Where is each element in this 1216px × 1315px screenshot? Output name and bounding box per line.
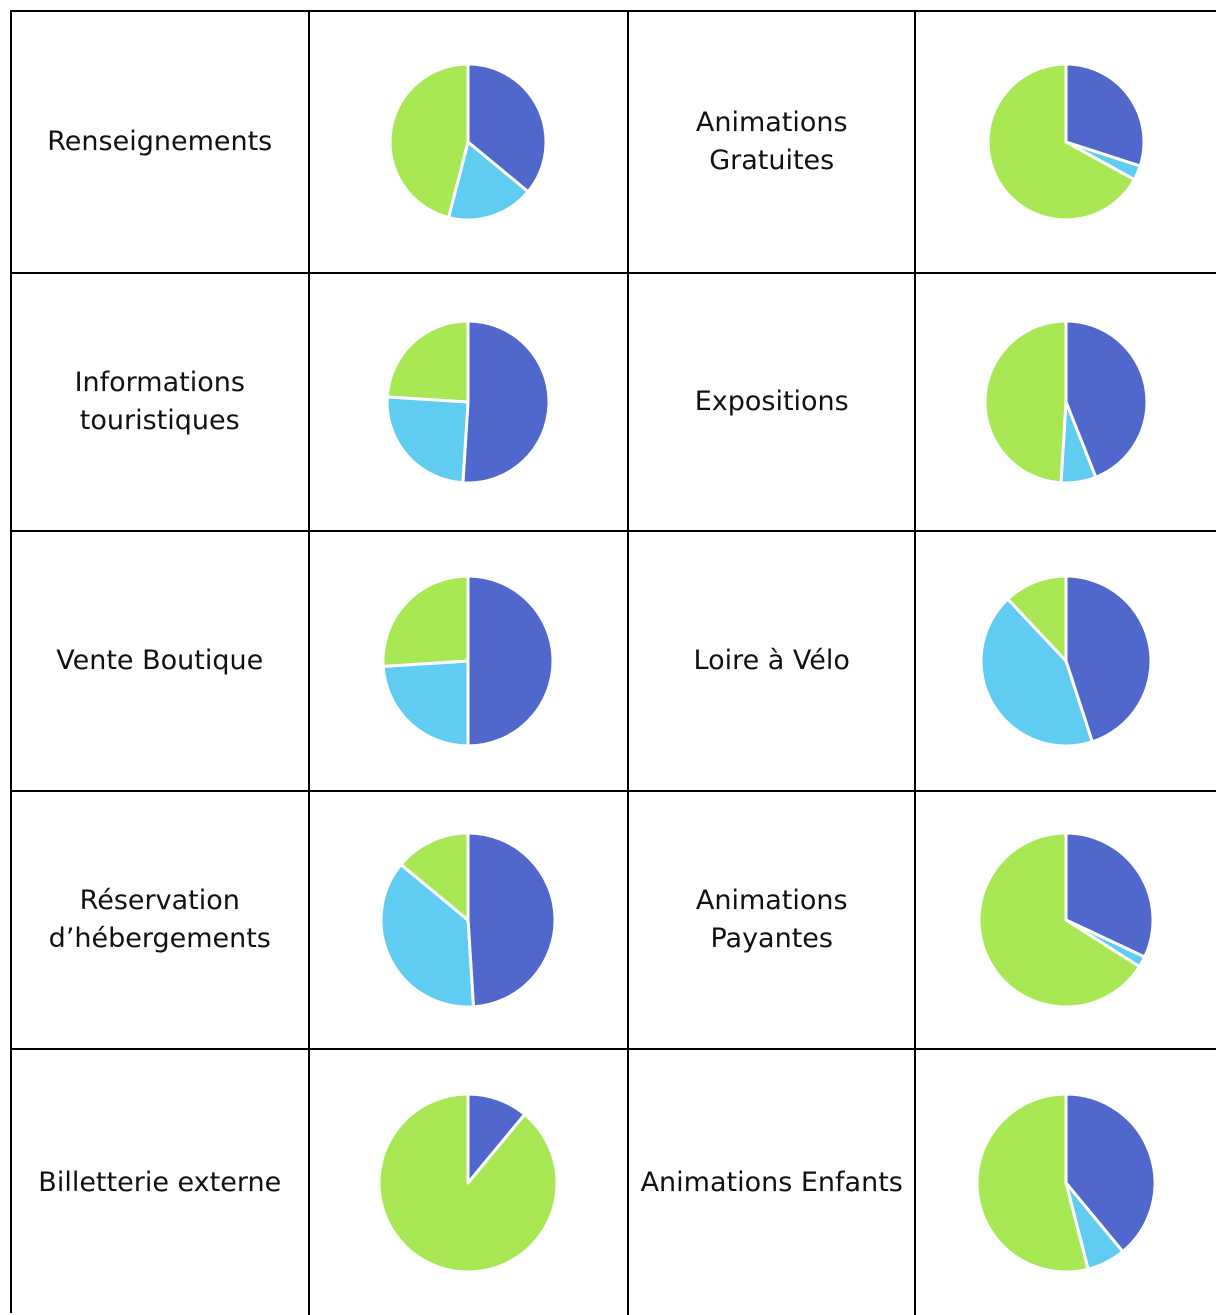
slice-blue bbox=[466, 62, 548, 194]
pie-label: Renseignements bbox=[47, 126, 273, 157]
slice-blue bbox=[1064, 319, 1149, 479]
slice-green bbox=[385, 319, 470, 404]
pie-chart bbox=[379, 831, 557, 1009]
label-cell: Renseignements bbox=[12, 12, 310, 272]
pie-label: Animations Gratuites bbox=[695, 107, 848, 176]
pie-cell bbox=[310, 532, 629, 790]
pie-label: Animations Payantes bbox=[695, 885, 848, 954]
pie-chart bbox=[983, 319, 1149, 485]
table-row: Vente Boutique Loire à Vélo bbox=[12, 532, 1216, 792]
pie-label: Animations Enfants bbox=[640, 1166, 903, 1198]
pie-cell bbox=[310, 792, 629, 1048]
pie-cell bbox=[916, 274, 1216, 530]
slice-blue bbox=[1064, 1092, 1157, 1253]
slice-green bbox=[1006, 574, 1068, 663]
pie-cell bbox=[916, 12, 1216, 272]
slice-green bbox=[381, 574, 470, 668]
pie-chart-table: Renseignements Animations Gratuites Info… bbox=[10, 10, 1216, 1315]
label-cell: Vente Boutique bbox=[12, 532, 310, 790]
pie-chart bbox=[977, 831, 1155, 1009]
table-row: Réservation d’hébergements Animations Pa… bbox=[12, 792, 1216, 1050]
pie-chart bbox=[388, 62, 548, 222]
label-cell: Animations Gratuites bbox=[629, 12, 917, 272]
pie-chart bbox=[979, 574, 1153, 748]
slice-blue bbox=[1064, 831, 1155, 959]
label-cell: Loire à Vélo bbox=[629, 532, 917, 790]
slice-green bbox=[986, 62, 1137, 222]
slice-blue bbox=[461, 319, 551, 485]
pie-cell bbox=[310, 274, 629, 530]
pie-label: Billetterie externe bbox=[38, 1166, 282, 1198]
slice-green bbox=[977, 831, 1142, 1009]
slice-green bbox=[377, 1092, 559, 1273]
label-cell: Animations Payantes bbox=[629, 792, 917, 1048]
slice-blue bbox=[1064, 574, 1153, 744]
pie-cell bbox=[916, 532, 1216, 790]
slice-green bbox=[983, 319, 1068, 485]
slice-green bbox=[399, 831, 470, 922]
pie-chart bbox=[381, 574, 555, 748]
slice-cyan bbox=[381, 659, 470, 748]
pie-cell bbox=[916, 792, 1216, 1048]
pie-chart bbox=[975, 1092, 1157, 1273]
pie-cell bbox=[310, 1050, 629, 1315]
pie-label: Vente Boutique bbox=[56, 645, 264, 676]
label-cell: Animations Enfants bbox=[629, 1050, 917, 1315]
pie-chart bbox=[377, 1092, 559, 1273]
slice-cyan bbox=[447, 140, 530, 222]
slice-blue bbox=[466, 831, 557, 1009]
slice-blue bbox=[1064, 62, 1146, 168]
slice-green bbox=[975, 1092, 1090, 1273]
slice-cyan bbox=[379, 863, 476, 1009]
slice-green bbox=[388, 62, 470, 220]
label-cell: Billetterie externe bbox=[12, 1050, 310, 1315]
pie-cell bbox=[916, 1050, 1216, 1315]
table-row: Informations touristiques Expositions bbox=[12, 274, 1216, 532]
pie-cell bbox=[310, 12, 629, 272]
pie-label: Loire à Vélo bbox=[693, 645, 850, 676]
slice-cyan bbox=[979, 597, 1095, 748]
table-row: Billetterie externe Animations Enfants bbox=[12, 1050, 1216, 1315]
slice-blue bbox=[466, 574, 555, 748]
pie-chart bbox=[385, 319, 551, 485]
label-cell: Réservation d’hébergements bbox=[12, 792, 310, 1048]
label-cell: Expositions bbox=[629, 274, 917, 530]
label-cell: Informations touristiques bbox=[12, 274, 310, 530]
table-row: Renseignements Animations Gratuites bbox=[12, 12, 1216, 274]
pie-label: Informations touristiques bbox=[74, 367, 245, 436]
pie-label: Expositions bbox=[694, 386, 849, 417]
pie-chart bbox=[986, 62, 1146, 222]
slice-cyan bbox=[385, 395, 470, 485]
pie-label: Réservation d’hébergements bbox=[48, 885, 271, 954]
